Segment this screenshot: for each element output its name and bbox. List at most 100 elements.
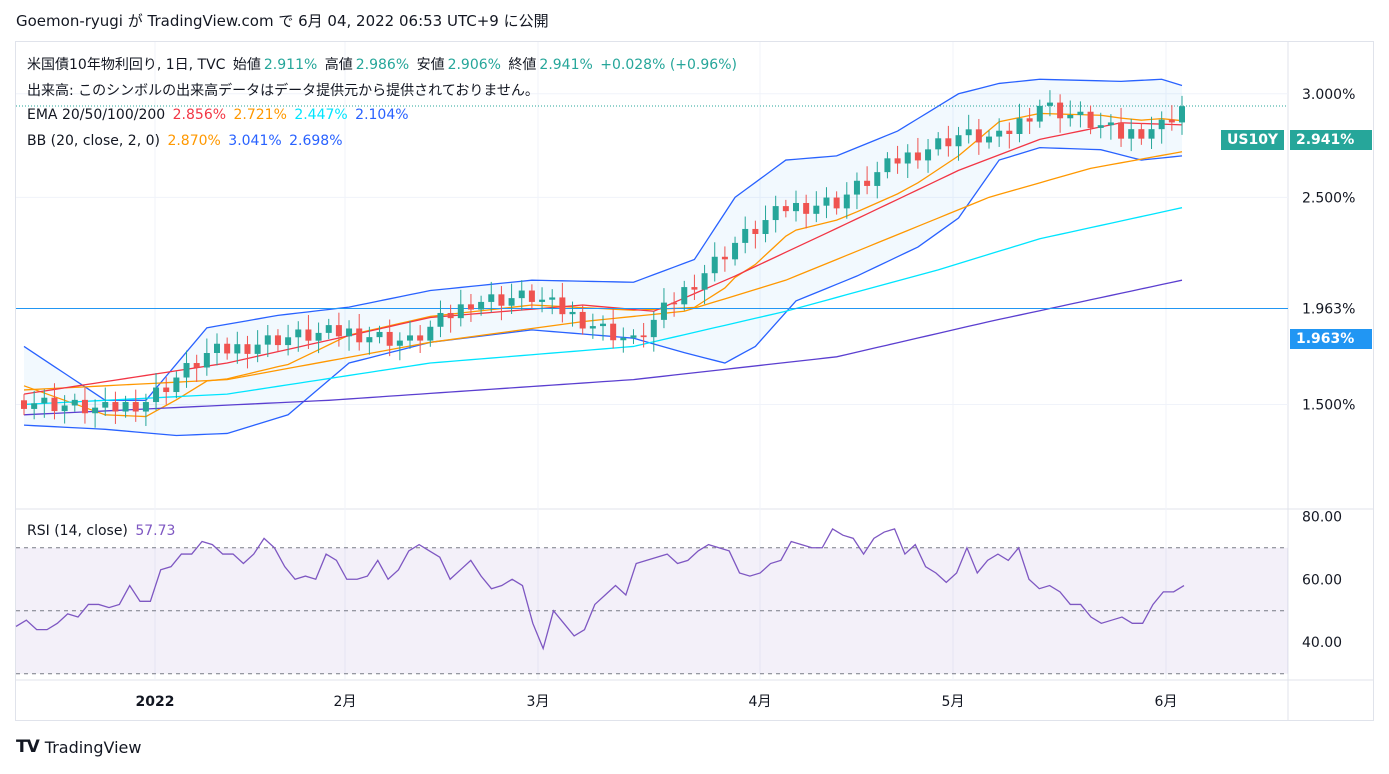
candle-body [853, 180, 860, 195]
chart-frame[interactable] [15, 41, 1374, 721]
candle-body [376, 331, 383, 338]
candle-body [325, 325, 332, 333]
candle-body [21, 400, 27, 409]
candle-body [1097, 125, 1104, 128]
legend-ohlc: 米国債10年物利回り, 1日, TVC 始値 2.911% 高値 2.986% 安値… [27, 54, 740, 74]
candle-body [630, 335, 637, 338]
candle-body [508, 298, 515, 306]
footer: TV TradingView [16, 737, 141, 757]
candle-body [925, 149, 932, 161]
candle-body [813, 205, 820, 214]
candle-body [457, 304, 464, 319]
x-tick-label: 3月 [527, 694, 550, 710]
candle-body [163, 387, 170, 393]
candle-body [671, 302, 678, 305]
candle-body [346, 328, 353, 337]
candle-body [81, 399, 88, 414]
candle-body [1036, 105, 1043, 122]
candle-body [285, 337, 292, 346]
candle-body [600, 323, 606, 327]
candle-body [620, 337, 627, 341]
candle-body [904, 152, 911, 164]
candle-body [579, 311, 586, 329]
candle-body [528, 290, 535, 302]
legend-ema-label: EMA 20/50/100/200 [27, 107, 166, 123]
candle-body [935, 138, 942, 150]
candle-body [203, 353, 210, 368]
candle-body [732, 242, 739, 260]
candle-body [254, 344, 261, 354]
candle-body [894, 158, 901, 164]
candle-body [498, 294, 505, 306]
candle-body [1158, 119, 1165, 130]
candle-body [721, 256, 728, 260]
candle-body [31, 403, 38, 409]
candle-body [1138, 129, 1145, 139]
legend-close-label: 終値 [508, 57, 537, 73]
x-tick-label: 4月 [749, 694, 772, 710]
legend-bb-lower: 2.698% [289, 133, 343, 149]
candle-body [142, 402, 149, 412]
candle-body [356, 328, 363, 343]
candle-body [681, 287, 688, 305]
candle-body [691, 287, 698, 290]
rsi-tick-label: 40.00 [1302, 635, 1342, 651]
y-tick-label: 2.500% [1302, 190, 1355, 206]
candle-body [71, 399, 78, 406]
candle-body [92, 407, 99, 414]
candle-body [1118, 122, 1125, 139]
candle-body [153, 387, 160, 403]
legend-high-label: 高値 [324, 57, 353, 73]
y-tick-label: 1.500% [1302, 397, 1355, 413]
candle-body [986, 136, 992, 143]
candle-body [610, 323, 617, 341]
candle-body [640, 335, 647, 338]
candle-body [193, 363, 200, 368]
publish-header: Goemon-ryugi が TradingView.com で 6月 04, … [16, 12, 549, 30]
legend-change: +0.028% (+0.96%) [600, 57, 737, 73]
candle-body [1107, 122, 1114, 126]
candle-body [1006, 130, 1013, 134]
legend-ema200: 2.104% [355, 107, 409, 123]
candle-body [1148, 129, 1155, 139]
candle-body [711, 256, 718, 274]
candle-body [427, 326, 434, 341]
candle-body [102, 402, 109, 408]
candle-body [752, 228, 759, 234]
candle-body [864, 180, 871, 186]
candle-body [701, 273, 708, 290]
candle-body [173, 377, 180, 393]
legend-bb: BB (20, close, 2, 0) 2.870% 3.041% 2.698… [27, 133, 346, 149]
candle-body [41, 397, 48, 404]
rsi-tick-label: 80.00 [1302, 509, 1342, 525]
candle-body [955, 135, 962, 147]
bb-fill [24, 79, 1182, 436]
candle-body [132, 402, 139, 412]
candle-body [437, 312, 444, 327]
symbol-tag: US10Y [1221, 130, 1285, 150]
candle-body [366, 337, 373, 343]
candle-body [793, 202, 799, 212]
rsi-band-fill [16, 547, 1288, 674]
legend-rsi-label: RSI (14, close) [27, 523, 128, 539]
legend-symbol: 米国債10年物利回り, 1日, TVC [27, 57, 226, 73]
legend-rsi: RSI (14, close) 57.73 [27, 523, 178, 539]
candle-body [467, 304, 474, 310]
candle-body [1128, 129, 1135, 139]
candle-body [975, 129, 982, 143]
legend-bb-label: BB (20, close, 2, 0) [27, 133, 160, 149]
candle-body [244, 344, 251, 354]
candle-body [274, 335, 281, 346]
candle-body [843, 194, 850, 209]
y-tick-label: 3.000% [1302, 87, 1355, 103]
candle-body [264, 335, 271, 345]
ema200-line [23, 279, 1183, 416]
candle-body [996, 130, 1003, 137]
legend-ema20: 2.856% [172, 107, 227, 123]
candle-body [224, 343, 231, 354]
candle-body [61, 405, 68, 412]
candle-body [386, 331, 393, 346]
candle-body [417, 335, 424, 341]
rsi-line [15, 527, 1185, 651]
